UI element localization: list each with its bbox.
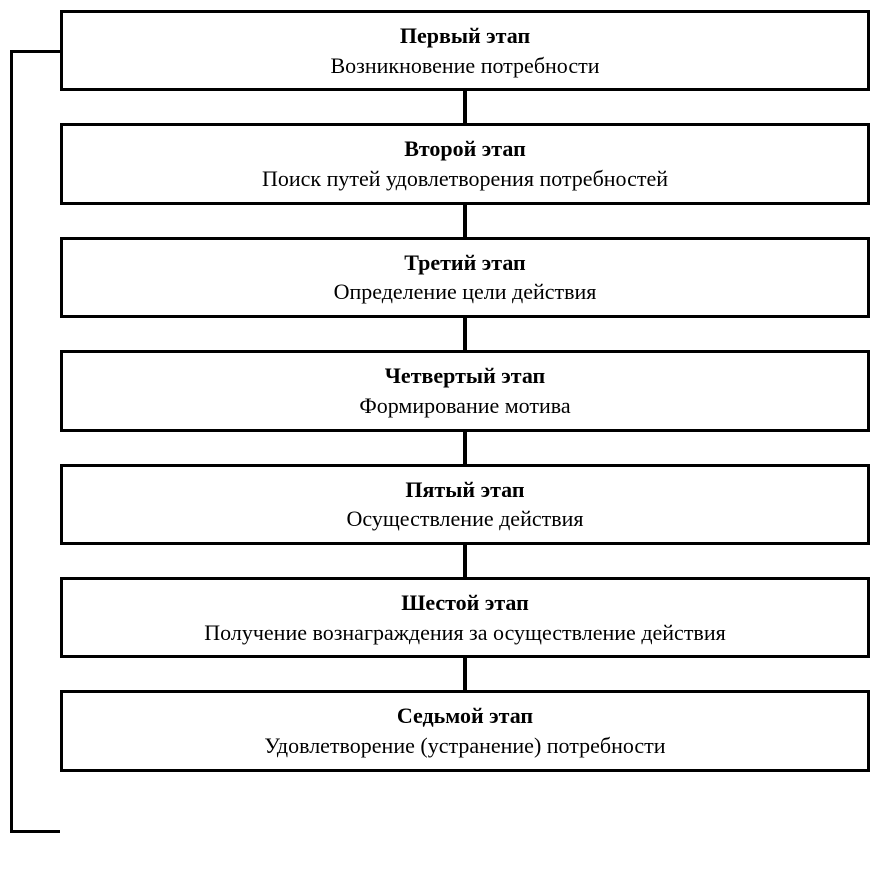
stage-title-5: Пятый этап <box>73 475 857 505</box>
stage-desc-2: Поиск путей удовлетворения потребностей <box>73 164 857 194</box>
stage-desc-5: Осуществление действия <box>73 504 857 534</box>
connector-5-6 <box>463 545 467 577</box>
stage-box-5: Пятый этапОсуществление действия <box>60 464 870 545</box>
connector-4-5 <box>463 432 467 464</box>
stage-box-7: Седьмой этапУдовлетворение (устранение) … <box>60 690 870 771</box>
stage-title-3: Третий этап <box>73 248 857 278</box>
stage-desc-7: Удовлетворение (устранение) потребности <box>73 731 857 761</box>
stage-box-1: Первый этапВозникновение потребности <box>60 10 870 91</box>
stage-desc-4: Формирование мотива <box>73 391 857 421</box>
stage-desc-1: Возникновение потребности <box>73 51 857 81</box>
stage-box-4: Четвертый этапФормирование мотива <box>60 350 870 431</box>
stage-title-6: Шестой этап <box>73 588 857 618</box>
connector-2-3 <box>463 205 467 237</box>
stage-desc-6: Получение вознаграждения за осуществлени… <box>73 618 857 648</box>
feedback-line-top <box>10 50 60 53</box>
stage-title-4: Четвертый этап <box>73 361 857 391</box>
feedback-line-vertical <box>10 50 13 833</box>
connector-6-7 <box>463 658 467 690</box>
flowchart-container: Первый этапВозникновение потребности Втор… <box>60 10 870 772</box>
stage-title-1: Первый этап <box>73 21 857 51</box>
stage-title-7: Седьмой этап <box>73 701 857 731</box>
feedback-line-bottom <box>10 830 60 833</box>
stage-box-6: Шестой этапПолучение вознаграждения за о… <box>60 577 870 658</box>
stage-box-2: Второй этапПоиск путей удовлетворения по… <box>60 123 870 204</box>
stage-desc-3: Определение цели действия <box>73 277 857 307</box>
stage-box-3: Третий этапОпределение цели действия <box>60 237 870 318</box>
connector-3-4 <box>463 318 467 350</box>
connector-1-2 <box>463 91 467 123</box>
stage-title-2: Второй этап <box>73 134 857 164</box>
